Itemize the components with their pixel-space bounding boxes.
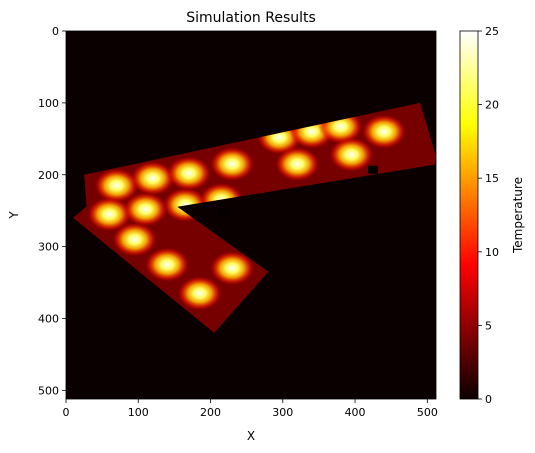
- cold-spot: [218, 208, 229, 217]
- heat-source: [177, 276, 222, 311]
- colorbar-tick-label: 10: [485, 246, 499, 259]
- heat-source: [112, 222, 157, 257]
- x-tick-label: 300: [272, 406, 293, 419]
- heat-source: [329, 137, 374, 172]
- y-tick-label: 500: [38, 384, 59, 397]
- colorbar-tick-label: 25: [485, 25, 499, 38]
- y-tick-label: 100: [38, 97, 59, 110]
- colorbar-tick-label: 5: [485, 319, 492, 332]
- chart-title: Simulation Results: [186, 10, 316, 26]
- heat-source: [210, 251, 255, 286]
- x-tick-label: 100: [128, 406, 149, 419]
- x-tick-label: 400: [345, 406, 366, 419]
- heat-source: [123, 192, 168, 227]
- x-tick-label: 500: [417, 406, 438, 419]
- y-tick-label: 400: [38, 313, 59, 326]
- heat-source: [166, 156, 211, 191]
- heat-source: [130, 161, 175, 196]
- x-axis-label: X: [247, 429, 255, 443]
- colorbar-ticks: 0 5 10 15 20 25: [478, 25, 499, 406]
- heat-source: [87, 197, 132, 232]
- colorbar: 0 5 10 15 20 25 Temperature: [459, 25, 525, 406]
- cold-spot: [368, 165, 379, 174]
- heat-source: [362, 114, 406, 149]
- colorbar-gradient: [459, 30, 479, 400]
- colorbar-tick-label: 20: [485, 99, 499, 112]
- heat-source: [94, 168, 139, 203]
- colorbar-label: Temperature: [511, 177, 525, 254]
- colorbar-tick-label: 15: [485, 172, 499, 185]
- y-axis-label: Y: [7, 211, 21, 220]
- y-tick-label: 200: [38, 169, 59, 182]
- x-axis: 0 100 200 300 400 500: [63, 399, 438, 419]
- y-axis: 0 100 200 300 400 500: [38, 25, 66, 397]
- heat-source: [145, 247, 190, 282]
- heat-source: [210, 147, 255, 181]
- x-tick-label: 0: [63, 406, 70, 419]
- colorbar-tick-label: 0: [485, 393, 492, 406]
- cold-spot-layer: [218, 165, 379, 217]
- y-tick-label: 300: [38, 241, 59, 254]
- x-tick-label: 200: [200, 406, 221, 419]
- heat-source: [275, 147, 320, 181]
- y-tick-label: 0: [52, 25, 59, 38]
- plot-frame: [65, 30, 437, 400]
- plot-area: [66, 31, 436, 399]
